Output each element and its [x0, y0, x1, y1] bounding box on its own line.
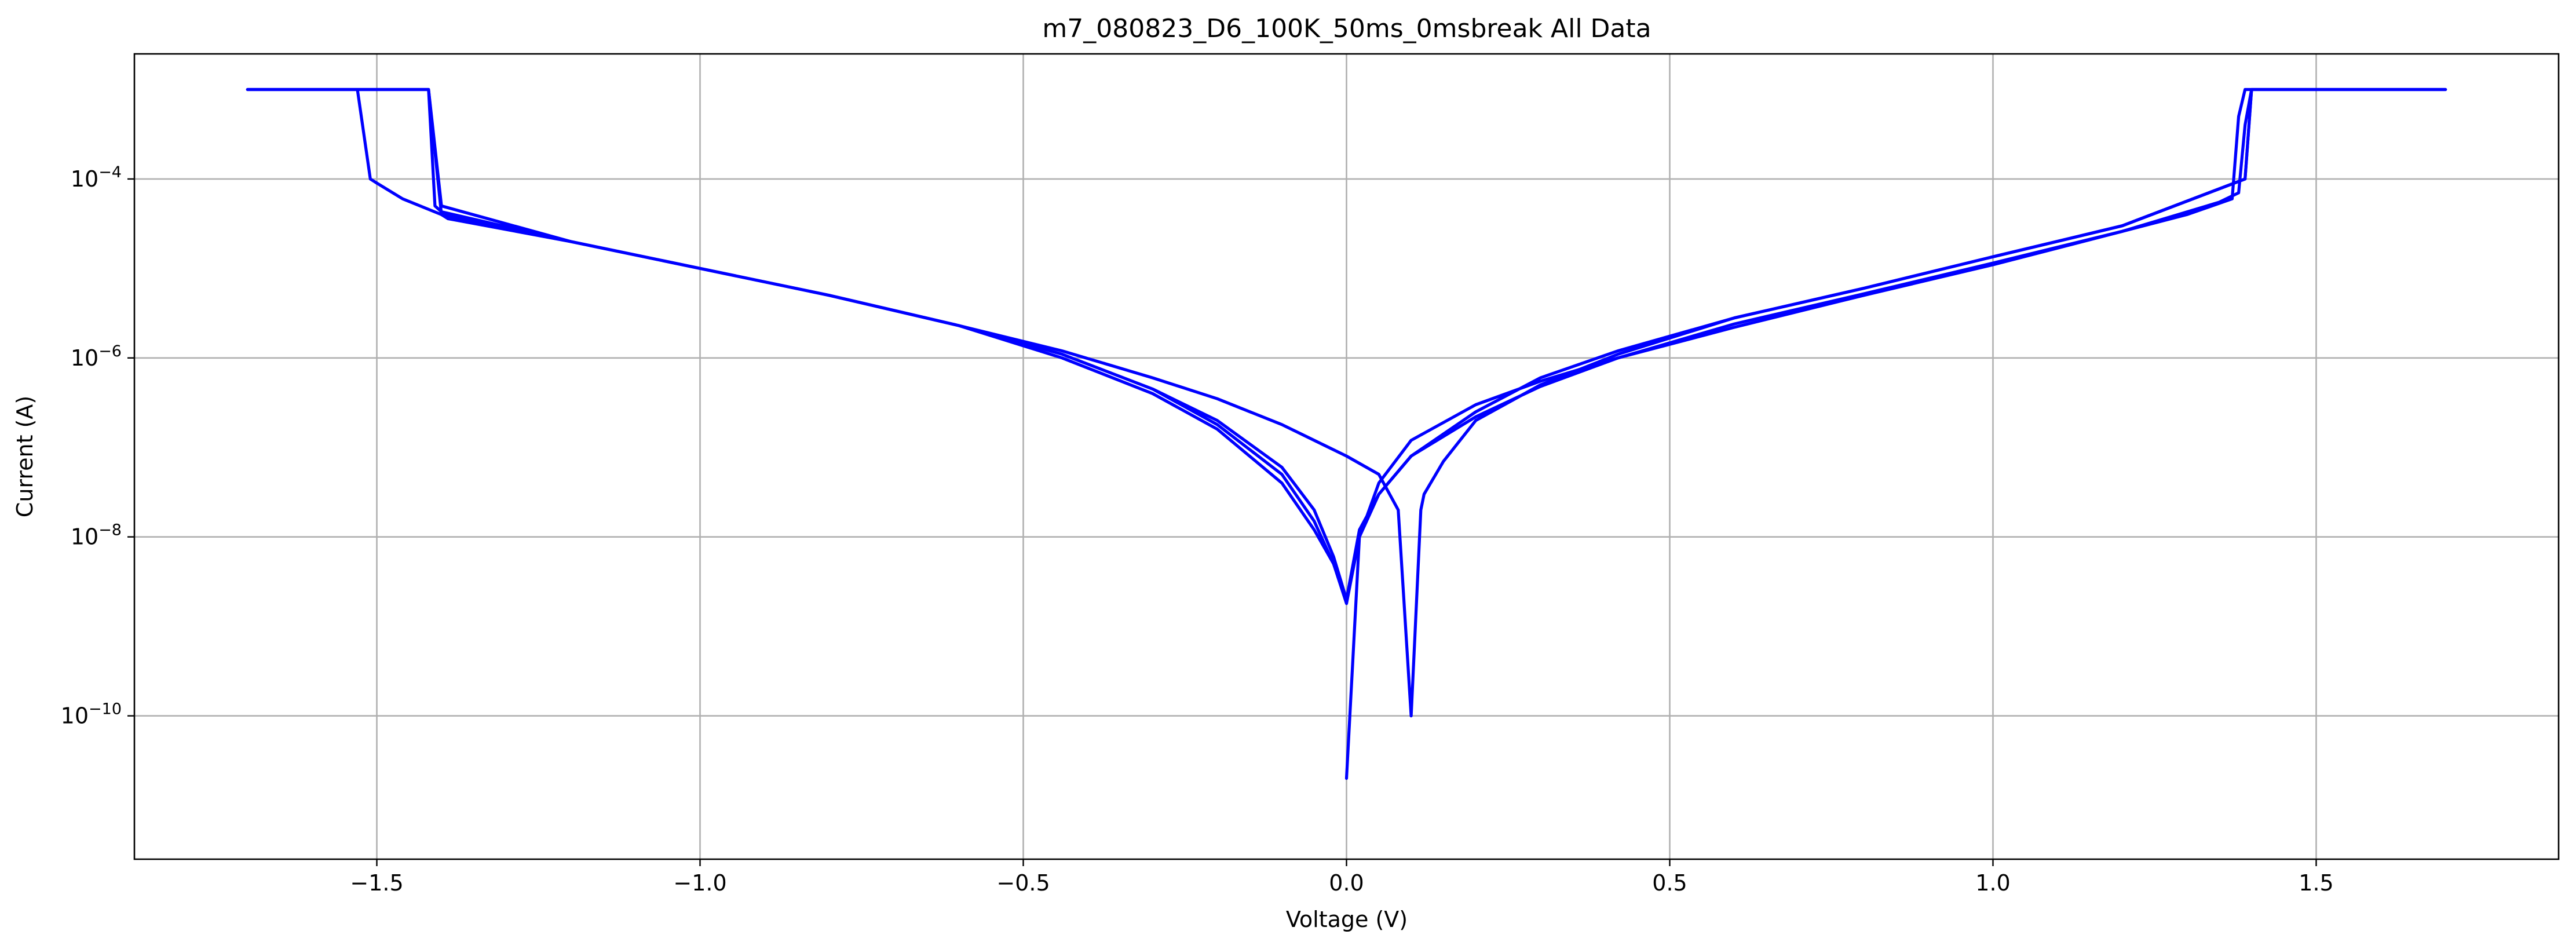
x-axis-ticks: −1.5 −1.0 −0.5 0.0 0.5 1.0 1.5	[350, 859, 2334, 896]
y-tick-label: 10−6	[71, 342, 122, 371]
x-tick-label: −0.5	[996, 870, 1050, 896]
y-axis-ticks: 10−10 10−8 10−6 10−4	[61, 163, 134, 729]
y-tick-label: 10−8	[71, 521, 122, 550]
grid-lines	[134, 54, 2559, 859]
series-line	[246, 87, 2447, 780]
x-tick-label: 0.0	[1329, 870, 1364, 896]
x-tick-label: 0.5	[1652, 870, 1687, 896]
chart-title: m7_080823_D6_100K_50ms_0msbreak All Data	[1042, 14, 1651, 43]
data-series	[246, 87, 2447, 780]
x-tick-label: −1.0	[673, 870, 726, 896]
x-tick-label: 1.0	[1975, 870, 2010, 896]
y-axis-label: Current (A)	[12, 396, 38, 517]
y-tick-label: 10−10	[61, 700, 122, 729]
x-tick-label: 1.5	[2299, 870, 2333, 896]
y-tick-label: 10−4	[71, 163, 122, 192]
x-axis-label: Voltage (V)	[1286, 907, 1408, 932]
x-tick-label: −1.5	[350, 870, 403, 896]
